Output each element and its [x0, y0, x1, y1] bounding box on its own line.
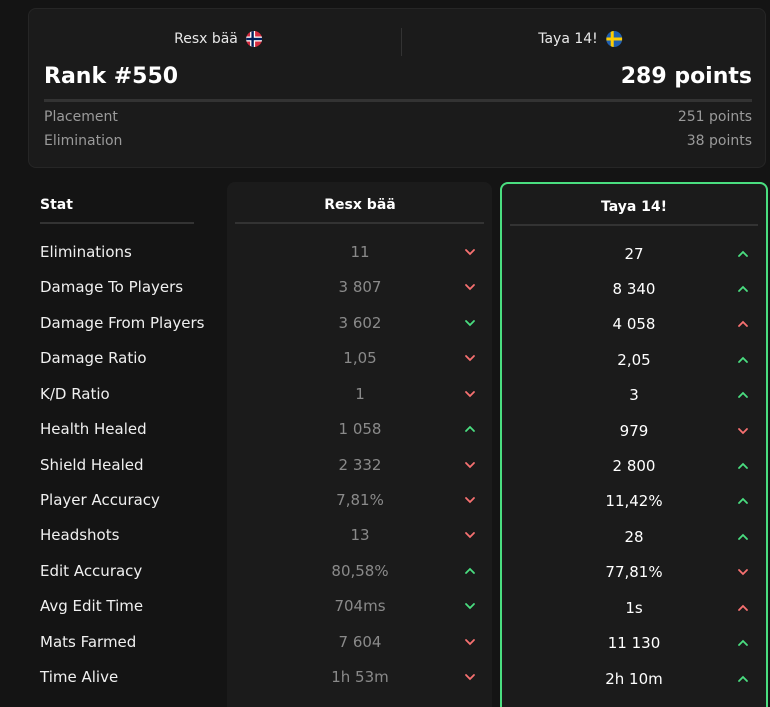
stat-value: 80,58% [331, 561, 389, 580]
column-header: Resx bää [324, 197, 396, 213]
player-column-highlight [500, 182, 768, 707]
progress-bar [44, 99, 752, 102]
trend-arrow [465, 425, 475, 432]
stat-value: 979 [619, 421, 649, 440]
breakdown-value: 38 points [686, 133, 752, 149]
column-header: Stat [40, 197, 73, 213]
total-points: 289 points [620, 64, 752, 89]
player: Taya 14! [538, 31, 622, 47]
trend-arrow [465, 497, 475, 504]
trend-arrow [465, 390, 475, 397]
player-name: Taya 14! [538, 31, 598, 47]
trend-arrow [738, 285, 748, 292]
breakdown-label: Elimination [44, 133, 123, 149]
stat-value: 1 058 [338, 420, 382, 439]
trend-arrow [738, 356, 748, 363]
trend-arrow [738, 498, 748, 505]
trend-arrow [738, 604, 748, 611]
underline [510, 224, 758, 226]
stat-label: Damage From Players [40, 313, 205, 332]
stat-label: Edit Accuracy [40, 561, 143, 580]
trend-arrow [738, 462, 748, 469]
underline [40, 222, 194, 224]
stat-value: 4 058 [612, 315, 656, 334]
stat-value: 28 [624, 527, 644, 546]
stat-value: 11 130 [607, 634, 661, 653]
trend-arrow [738, 250, 748, 257]
player: Resx bää [174, 31, 262, 47]
stat-value: 2 332 [338, 455, 382, 474]
trend-arrow [465, 355, 475, 362]
trend-arrow [465, 603, 475, 610]
stat-value: 2 800 [612, 457, 656, 476]
stat-label: Headshots [40, 526, 120, 545]
flag [245, 31, 262, 47]
stat-label: Damage Ratio [40, 349, 147, 368]
stat-value: 8 340 [612, 279, 656, 298]
stat-value: 2,05 [617, 350, 651, 369]
breakdown-value: 251 points [677, 109, 752, 125]
stat-label: Mats Farmed [40, 632, 137, 651]
stat-value: 704ms [334, 597, 386, 616]
trend-arrow [465, 532, 475, 539]
stat-value: 11 [350, 243, 370, 261]
stat-value: 2h 10m [605, 669, 663, 688]
stat-value: 3 807 [338, 278, 382, 297]
stat-value: 3 602 [338, 313, 382, 332]
stat-value: 7 604 [338, 632, 382, 651]
stat-value: 1h 53m [331, 668, 389, 687]
trend-arrow [738, 533, 748, 540]
trend-arrow [465, 461, 475, 468]
player-column [227, 182, 492, 707]
stat-value: 77,81% [605, 563, 663, 582]
stat-value: 1,05 [343, 349, 377, 368]
trend-arrow [465, 567, 475, 574]
trend-arrow [738, 427, 748, 434]
stat-value: 1 [355, 384, 365, 403]
stat-label: Shield Healed [40, 455, 144, 474]
stat-label: Health Healed [40, 420, 147, 439]
stat-label: Eliminations [40, 243, 132, 261]
stat-label: Time Alive [40, 668, 119, 687]
trend-arrow [465, 319, 475, 327]
trend-arrow [738, 675, 748, 682]
trend-arrow [738, 391, 748, 399]
stat-value: 1s [625, 598, 643, 617]
stat-value: 11,42% [605, 492, 663, 511]
rank: Rank #550 [44, 64, 179, 89]
stat-label: K/D Ratio [40, 384, 110, 403]
summary-card [28, 8, 766, 168]
stat-value: 7,81% [336, 490, 384, 509]
stat-label: Damage To Players [40, 278, 184, 297]
underline [235, 222, 484, 224]
trend-arrow [465, 284, 475, 291]
stat-value: 27 [624, 244, 644, 263]
trend-arrow [738, 639, 748, 647]
divider [401, 28, 402, 56]
flag [605, 31, 622, 47]
trend-arrow [738, 321, 748, 328]
breakdown-label: Placement [44, 109, 118, 125]
trend-arrow [465, 674, 475, 681]
stat-label: Avg Edit Time [40, 597, 144, 616]
column-header: Taya 14! [600, 199, 668, 215]
trend-arrow [465, 638, 475, 645]
trend-arrow [465, 249, 475, 256]
stat-value: 3 [629, 386, 639, 405]
player-name: Resx bää [174, 31, 238, 47]
trend-arrow [738, 569, 748, 576]
stat-label: Player Accuracy [40, 490, 160, 509]
stat-value: 13 [350, 526, 370, 545]
